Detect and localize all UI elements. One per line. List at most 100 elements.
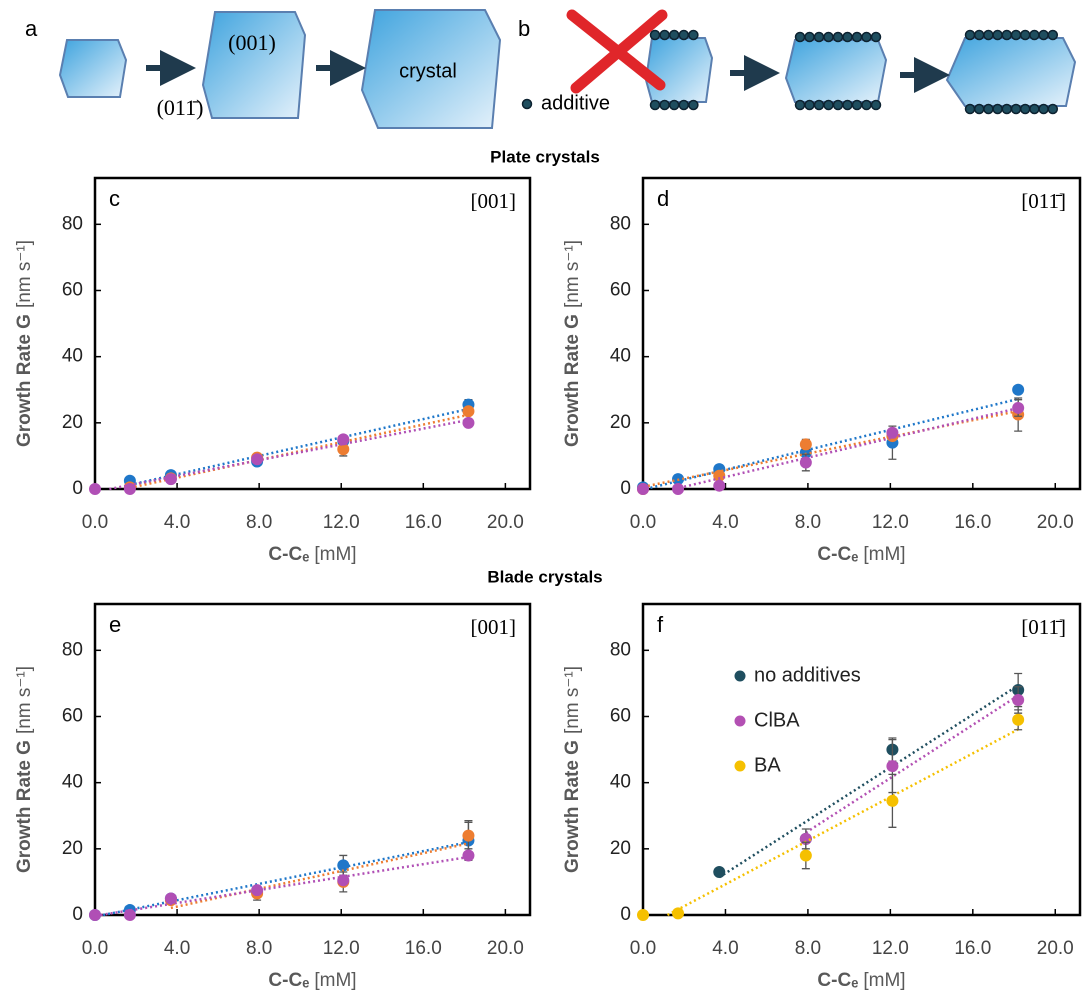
additive-dot (861, 99, 872, 111)
additive-dot (832, 31, 844, 43)
x-axis-unit: [mM] (314, 970, 356, 991)
additive-dot (678, 29, 690, 41)
legend-label: ClBA (754, 709, 800, 731)
trend-line (109, 418, 469, 491)
additive-dot (1019, 29, 1031, 41)
x-axis-label: C-Cₑ [mM] (268, 544, 356, 565)
y-tick-label: 20 (62, 412, 83, 433)
additive-dot (842, 99, 853, 111)
legend-marker (734, 760, 746, 772)
x-tick-label: 8.0 (246, 512, 272, 533)
data-point (164, 892, 177, 905)
y-tick-label: 0 (72, 904, 83, 925)
panel-label: e (109, 612, 121, 637)
x-tick-label: 0.0 (630, 938, 656, 959)
additive-dot (870, 99, 882, 111)
data-point (1012, 383, 1025, 396)
x-axis-label: C-Cₑ [mM] (817, 544, 905, 565)
additive-dot (851, 99, 863, 111)
y-tick-label: 0 (620, 478, 631, 499)
data-point (1012, 401, 1025, 414)
additive-dot (842, 31, 853, 43)
y-tick-label: 20 (610, 838, 631, 859)
x-tick-label: 4.0 (164, 512, 190, 533)
data-point (886, 794, 899, 807)
additive-dot (678, 99, 690, 111)
y-axis-label: Growth Rate G [nm s⁻¹] (562, 666, 583, 873)
additive-dot (659, 29, 670, 41)
crystal-shape (201, 11, 307, 119)
additive-dot (1038, 103, 1049, 115)
trend-line (666, 728, 1019, 917)
face-label: [011̄] (1021, 615, 1066, 639)
additive-dot (659, 99, 670, 111)
y-axis-unit: [nm s⁻¹] (562, 240, 583, 308)
crystal-shape (945, 37, 1077, 107)
face-label: (001) (228, 30, 276, 55)
plot-frame (93, 176, 532, 491)
y-tick-label: 0 (620, 904, 631, 925)
data-point (337, 433, 350, 446)
legend-marker (734, 670, 746, 682)
additive-dot (688, 99, 699, 111)
trend-line (100, 855, 469, 917)
additive-dot (1038, 29, 1049, 41)
cross (570, 9, 668, 94)
x-tick-label: 20.0 (1037, 512, 1074, 533)
y-tick-label: 60 (610, 280, 631, 301)
additive-dot (964, 103, 976, 115)
data-point (886, 760, 899, 773)
panel-label: d (657, 186, 669, 211)
crystal-shape (58, 39, 128, 98)
crystal-shape (644, 37, 714, 103)
additive-dot (964, 29, 976, 41)
x-axis-title: C-Cₑ (817, 544, 858, 565)
data-point (886, 426, 899, 439)
x-axis-label: C-Cₑ [mM] (268, 970, 356, 991)
additive-dot (823, 31, 834, 43)
x-tick-label: 20.0 (487, 512, 524, 533)
additive-dot (973, 29, 985, 41)
x-tick-label: 16.0 (405, 938, 442, 959)
crystal-shape (784, 39, 888, 103)
x-tick-label: 16.0 (954, 512, 991, 533)
data-point (462, 829, 475, 842)
data-point (799, 849, 812, 862)
y-tick-label: 80 (62, 213, 83, 234)
trend-line (805, 694, 1019, 834)
x-tick-label: 20.0 (487, 938, 524, 959)
crystal-shape (360, 9, 502, 129)
section-title: Plate crystals (490, 147, 600, 166)
plot-frame (93, 602, 532, 917)
x-tick-label: 12.0 (872, 512, 909, 533)
additive-dot (794, 99, 806, 111)
additive-dot (804, 99, 815, 111)
face-label: [011̄] (1021, 189, 1066, 213)
additive-dot (870, 31, 882, 43)
additive-dot (973, 103, 985, 115)
panel-label: c (109, 186, 120, 211)
x-tick-label: 8.0 (795, 938, 821, 959)
y-tick-label: 40 (610, 346, 631, 367)
trend-line (642, 409, 1019, 489)
x-axis-unit: [mM] (314, 544, 356, 565)
x-axis-label: C-Cₑ [mM] (817, 970, 905, 991)
data-point (637, 909, 649, 921)
data-point (251, 453, 264, 466)
data-point (637, 483, 649, 495)
trend-line (674, 406, 1019, 491)
data-point (164, 473, 177, 486)
x-tick-label: 4.0 (712, 938, 738, 959)
x-axis-unit: [mM] (863, 970, 905, 991)
additive-dot (649, 99, 661, 111)
additive-dot (861, 31, 872, 43)
x-tick-label: 4.0 (164, 938, 190, 959)
y-axis-unit: [nm s⁻¹] (14, 666, 35, 734)
additive-dot (983, 29, 994, 41)
additive-dot (813, 99, 825, 111)
data-point (799, 438, 812, 451)
face-label: [001] (471, 189, 517, 213)
crystal-label: crystal (399, 60, 457, 82)
y-axis-label: Growth Rate G [nm s⁻¹] (14, 666, 35, 873)
